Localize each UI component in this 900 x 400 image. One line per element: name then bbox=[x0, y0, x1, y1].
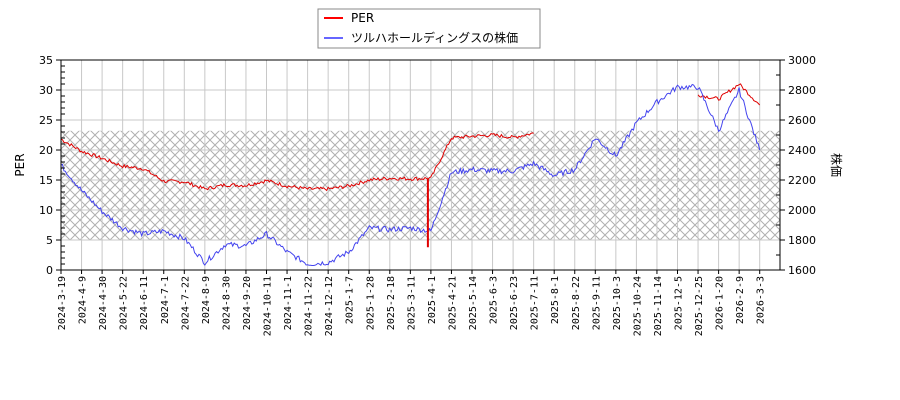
grid-lines bbox=[61, 60, 780, 270]
x-tick-label: 2025-10-3 bbox=[612, 276, 623, 330]
x-tick-label: 2024-10-11 bbox=[263, 276, 274, 336]
left-tick-label: 30 bbox=[39, 84, 53, 97]
x-tick-label: 2025-10-24 bbox=[632, 276, 643, 336]
x-tick-label: 2024-4-30 bbox=[98, 276, 109, 330]
right-tick-label: 2200 bbox=[788, 174, 816, 187]
x-tick-label: 2025-8-22 bbox=[571, 276, 582, 330]
x-tick-label: 2024-3-19 bbox=[57, 276, 68, 330]
x-tick-label: 2025-5-14 bbox=[468, 276, 479, 330]
series-lines bbox=[60, 83, 761, 266]
legend: PER ツルハホールディングスの株価 bbox=[317, 8, 541, 49]
right-tick-label: 1800 bbox=[788, 234, 816, 247]
left-tick-label: 5 bbox=[46, 234, 53, 247]
x-tick-label: 2025-2-18 bbox=[386, 276, 397, 330]
right-tick-label: 1600 bbox=[788, 264, 816, 277]
left-axis: 0 5 10 15 20 25 30 35 bbox=[39, 54, 65, 277]
x-tick-label: 2025-8-1 bbox=[550, 276, 561, 324]
per-line bbox=[697, 83, 761, 106]
x-tick-label: 2025-11-14 bbox=[653, 276, 664, 336]
x-tick-label: 2025-3-11 bbox=[406, 276, 417, 330]
right-axis-title: 株価 bbox=[829, 153, 844, 177]
x-tick-label: 2024-6-11 bbox=[139, 276, 150, 330]
x-tick-label: 2024-12-12 bbox=[324, 276, 335, 336]
left-tick-label: 0 bbox=[46, 264, 53, 277]
x-tick-label: 2025-12-5 bbox=[674, 276, 685, 330]
per-line bbox=[60, 132, 534, 192]
left-tick-label: 15 bbox=[39, 174, 53, 187]
x-tick-label: 2024-11-1 bbox=[283, 276, 294, 330]
x-tick-label: 2024-9-20 bbox=[242, 276, 253, 330]
x-tick-label: 2025-7-11 bbox=[530, 276, 541, 330]
x-tick-label: 2025-6-3 bbox=[489, 276, 500, 324]
left-tick-label: 20 bbox=[39, 144, 53, 157]
right-tick-label: 2800 bbox=[788, 84, 816, 97]
x-tick-label: 2025-12-25 bbox=[694, 276, 705, 336]
x-tick-label: 2026-2-9 bbox=[735, 276, 746, 324]
x-tick-label: 2024-4-9 bbox=[78, 276, 89, 324]
left-tick-label: 10 bbox=[39, 204, 53, 217]
x-tick-label: 2024-8-9 bbox=[201, 276, 212, 324]
x-tick-label: 2025-6-23 bbox=[509, 276, 520, 330]
right-axis: 1600 1800 2000 2200 2400 2600 2800 3000 bbox=[776, 54, 816, 277]
hatch-area bbox=[61, 130, 780, 240]
x-tick-label: 2024-11-22 bbox=[304, 276, 315, 336]
x-tick-label: 2024-7-22 bbox=[180, 276, 191, 330]
x-tick-label: 2024-5-22 bbox=[119, 276, 130, 330]
x-tick-label: 2025-1-28 bbox=[365, 276, 376, 330]
legend-per-label: PER bbox=[351, 11, 374, 25]
left-axis-title: PER bbox=[13, 153, 27, 176]
right-tick-label: 3000 bbox=[788, 54, 816, 67]
right-tick-label: 2400 bbox=[788, 144, 816, 157]
x-tick-label: 2025-1-7 bbox=[345, 276, 356, 324]
left-tick-label: 35 bbox=[39, 54, 53, 67]
legend-price-label: ツルハホールディングスの株価 bbox=[351, 30, 518, 45]
left-tick-label: 25 bbox=[39, 114, 53, 127]
x-tick-label: 2025-9-11 bbox=[591, 276, 602, 330]
shaded-band bbox=[61, 130, 780, 240]
x-tick-label: 2026-3-3 bbox=[756, 276, 767, 324]
price-line bbox=[60, 83, 761, 266]
x-tick-label: 2026-1-20 bbox=[715, 276, 726, 330]
x-axis: 2024-3-19 2024-4-9 2024-4-30 2024-5-22 2024-… bbox=[57, 270, 767, 336]
legend-box bbox=[317, 8, 541, 49]
x-tick-label: 2025-4-21 bbox=[447, 276, 458, 330]
x-tick-label: 2025-4-1 bbox=[427, 276, 438, 324]
x-tick-label: 2024-7-1 bbox=[160, 276, 171, 324]
right-tick-label: 2600 bbox=[788, 114, 816, 127]
right-tick-label: 2000 bbox=[788, 204, 816, 217]
x-tick-label: 2024-8-30 bbox=[221, 276, 232, 330]
